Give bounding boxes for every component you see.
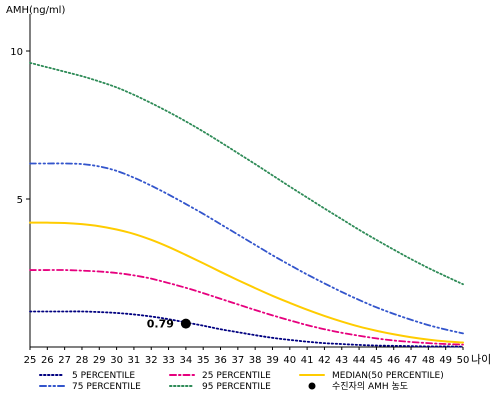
patient-amh-value-label: 0.79 (147, 318, 174, 331)
x-tick-label: 50 (457, 355, 470, 366)
legend-label: 95 PERCENTILE (202, 382, 271, 392)
legend-label: 5 PERCENTILE (72, 371, 135, 381)
series-line-25-percentile (29, 269, 464, 346)
legend-label: 75 PERCENTILE (72, 382, 141, 392)
series-line-median-50-percentile (29, 221, 464, 344)
axes: AMH(ng/ml) 5 10 25 26 27 28 29 30 31 32 33 34 35 36 37 3… (6, 5, 491, 366)
x-tick-label: 26 (41, 355, 54, 366)
x-tick-label: 25 (24, 355, 37, 366)
x-tick-label: 27 (58, 355, 71, 366)
x-tick-label: 45 (370, 355, 383, 366)
x-tick-label: 40 (283, 355, 296, 366)
x-tick-label: 38 (249, 355, 262, 366)
series-line-75-percentile (29, 162, 464, 335)
x-tick-label: 28 (76, 355, 89, 366)
x-tick-label: 46 (387, 355, 400, 366)
x-tick-label: 29 (93, 355, 106, 366)
x-tick-label: 35 (197, 355, 210, 366)
x-tick-label: 30 (110, 355, 123, 366)
x-tick-label: 44 (353, 355, 366, 366)
series-line-95-percentile (29, 61, 464, 286)
legend: 5 PERCENTILE 25 PERCENTILE MEDIAN(50 PERCE… (39, 371, 444, 392)
patient-amh-point (180, 318, 191, 329)
y-tick-label: 10 (10, 47, 23, 58)
series-line-5-percentile (29, 310, 464, 348)
x-tick-label: 34 (180, 355, 193, 366)
legend-label: 수진자의 AMH 농도 (332, 381, 408, 392)
legend-swatch-patient-marker (308, 382, 316, 390)
x-tick-label: 48 (422, 355, 435, 366)
x-tick-label: 47 (405, 355, 418, 366)
x-tick-label: 42 (318, 355, 331, 366)
x-tick-label: 43 (335, 355, 348, 366)
legend-item: 수진자의 AMH 농도 (308, 381, 408, 392)
x-tick-label: 33 (162, 355, 175, 366)
x-tick-label: 39 (266, 355, 279, 366)
legend-label: 25 PERCENTILE (202, 371, 271, 381)
y-axis-label: AMH(ng/ml) (6, 5, 65, 16)
legend-item: 75 PERCENTILE (39, 382, 141, 392)
x-tick-label: 36 (214, 355, 227, 366)
legend-item: MEDIAN(50 PERCENTILE) (299, 371, 444, 381)
legend-label: MEDIAN(50 PERCENTILE) (332, 371, 444, 381)
x-tick-label: 31 (128, 355, 141, 366)
legend-item: 25 PERCENTILE (169, 371, 271, 381)
x-tick-label: 41 (301, 355, 314, 366)
legend-item: 95 PERCENTILE (169, 382, 271, 392)
x-tick-label: 49 (439, 355, 452, 366)
x-tick-label: 32 (145, 355, 158, 366)
x-axis-label: 나이 (471, 353, 491, 366)
legend-item: 5 PERCENTILE (39, 371, 135, 381)
y-tick-label: 5 (17, 195, 23, 206)
series-lines (29, 61, 464, 348)
x-tick-label: 37 (231, 355, 244, 366)
patient-marker-layer: 0.79 (147, 318, 191, 331)
